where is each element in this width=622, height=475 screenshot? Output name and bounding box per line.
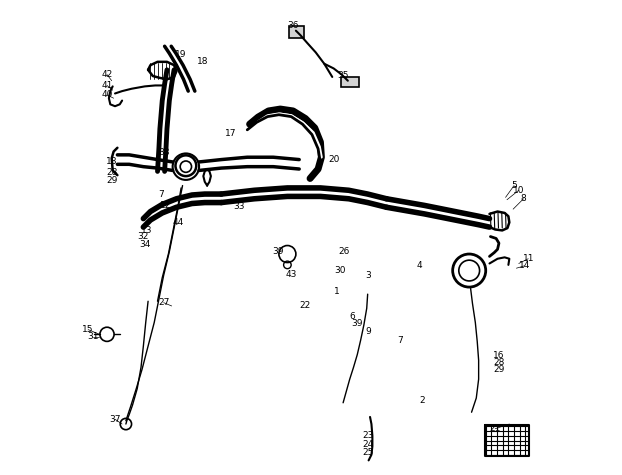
Text: 43: 43 bbox=[285, 270, 297, 279]
Text: 15: 15 bbox=[82, 325, 94, 334]
Text: 23: 23 bbox=[362, 431, 373, 440]
FancyBboxPatch shape bbox=[289, 27, 304, 38]
Text: 2: 2 bbox=[419, 396, 425, 405]
Text: 9: 9 bbox=[365, 327, 371, 336]
Text: 17: 17 bbox=[225, 129, 236, 138]
Text: 5: 5 bbox=[511, 181, 517, 190]
Text: 38: 38 bbox=[158, 148, 169, 157]
Text: 33: 33 bbox=[233, 202, 245, 211]
Text: 18: 18 bbox=[197, 57, 208, 67]
Text: 29: 29 bbox=[493, 365, 504, 374]
Text: 28: 28 bbox=[493, 358, 504, 367]
Text: 36: 36 bbox=[287, 21, 299, 30]
Text: 8: 8 bbox=[521, 194, 526, 203]
Text: 11: 11 bbox=[522, 254, 534, 263]
Text: 4: 4 bbox=[417, 261, 422, 270]
Text: 40: 40 bbox=[101, 90, 113, 99]
Text: 25: 25 bbox=[362, 448, 373, 457]
Text: 22: 22 bbox=[300, 302, 311, 311]
Text: 39: 39 bbox=[351, 319, 363, 328]
Text: 12: 12 bbox=[160, 201, 171, 210]
Text: 7: 7 bbox=[397, 336, 402, 345]
Text: 37: 37 bbox=[109, 415, 121, 424]
Text: 13: 13 bbox=[141, 226, 152, 235]
Text: 1: 1 bbox=[334, 287, 340, 296]
Text: 20: 20 bbox=[328, 155, 340, 164]
Text: 35: 35 bbox=[337, 72, 349, 80]
Text: 21: 21 bbox=[490, 424, 501, 433]
Text: 34: 34 bbox=[139, 240, 151, 249]
Text: 42: 42 bbox=[101, 70, 113, 79]
Text: 26: 26 bbox=[338, 247, 350, 256]
Text: 39: 39 bbox=[272, 247, 284, 256]
Text: 14: 14 bbox=[519, 261, 530, 270]
Text: 27: 27 bbox=[158, 298, 169, 307]
Text: 19: 19 bbox=[175, 50, 187, 59]
Text: 16: 16 bbox=[493, 351, 504, 360]
Text: 7: 7 bbox=[158, 190, 164, 200]
FancyBboxPatch shape bbox=[341, 77, 359, 87]
Text: 44: 44 bbox=[172, 218, 183, 227]
Text: 30: 30 bbox=[335, 266, 346, 275]
Text: 41: 41 bbox=[101, 81, 113, 90]
Text: 28: 28 bbox=[106, 168, 118, 177]
Text: 3: 3 bbox=[364, 271, 371, 280]
Text: 31: 31 bbox=[87, 332, 98, 341]
Text: 29: 29 bbox=[106, 176, 118, 185]
Text: 10: 10 bbox=[513, 186, 524, 195]
Text: 24: 24 bbox=[362, 440, 373, 449]
Text: 6: 6 bbox=[350, 313, 355, 321]
Text: 18: 18 bbox=[106, 157, 118, 166]
Text: 32: 32 bbox=[137, 232, 149, 241]
